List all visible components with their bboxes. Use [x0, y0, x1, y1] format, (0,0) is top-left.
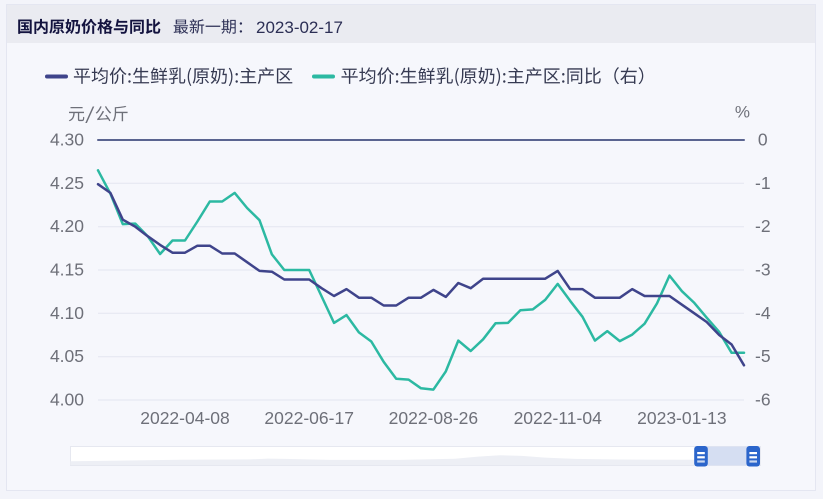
svg-text:-2: -2: [755, 216, 771, 236]
svg-text:-5: -5: [755, 346, 771, 366]
svg-text:-1: -1: [755, 173, 771, 193]
svg-text:4.00: 4.00: [50, 390, 84, 410]
svg-text:2022-06-17: 2022-06-17: [264, 408, 354, 428]
svg-text:-6: -6: [755, 390, 771, 410]
svg-text:2022-08-26: 2022-08-26: [389, 408, 479, 428]
svg-text:4.05: 4.05: [50, 346, 84, 366]
svg-text:4.25: 4.25: [50, 173, 84, 193]
svg-text:4.15: 4.15: [50, 260, 84, 280]
svg-text:2023-02-17: 2023-02-17: [256, 18, 343, 37]
svg-text:-3: -3: [755, 260, 771, 280]
svg-text:0: 0: [758, 130, 768, 150]
svg-text:2022-11-04: 2022-11-04: [514, 408, 602, 428]
svg-text:4.10: 4.10: [50, 303, 84, 323]
svg-text:2022-04-08: 2022-04-08: [140, 408, 230, 428]
svg-text:4.30: 4.30: [50, 130, 84, 150]
svg-text:-4: -4: [755, 303, 771, 323]
svg-text:%: %: [735, 103, 750, 122]
svg-text:2023-01-13: 2023-01-13: [637, 408, 727, 428]
svg-text:4.20: 4.20: [50, 216, 84, 236]
